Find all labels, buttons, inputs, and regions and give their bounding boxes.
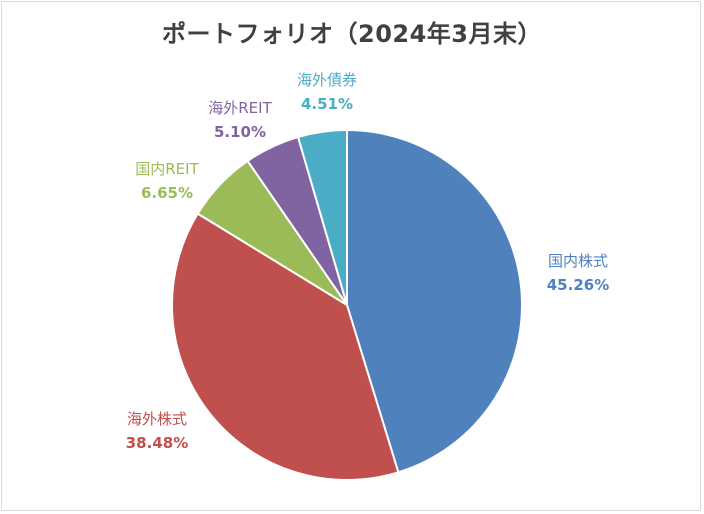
slice-label-kaigai-saiken: 海外債券 [297, 71, 357, 89]
slice-value-kokunai-reit: 6.65% [141, 184, 193, 202]
pie-slice-kaigai-saiken [297, 129, 348, 306]
pie-slice-kokunai-kabushiki [346, 129, 523, 474]
slice-label-kaigai-reit: 海外REIT [208, 99, 272, 117]
slice-label-kaigai-kabushiki: 海外株式 [127, 410, 187, 428]
slice-value-kaigai-kabushiki: 38.48% [126, 434, 188, 452]
slice-label-kokunai-kabushiki: 国内株式 [548, 252, 608, 270]
slice-value-kaigai-reit: 5.10% [214, 123, 266, 141]
slice-value-kaigai-saiken: 4.51% [301, 95, 353, 113]
slice-label-kokunai-reit: 国内REIT [135, 160, 199, 178]
chart-title: ポートフォリオ（2024年3月末） [162, 20, 542, 48]
pie-slice-kaigai-kabushiki [171, 212, 400, 481]
slice-value-kokunai-kabushiki: 45.26% [547, 276, 609, 294]
